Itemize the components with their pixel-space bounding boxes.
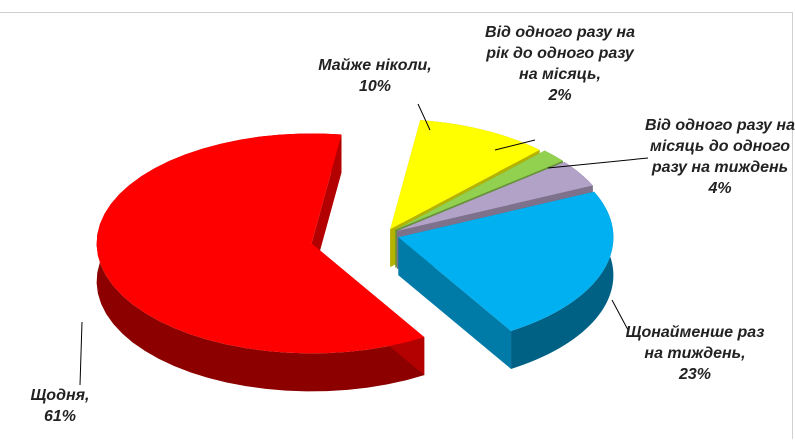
category-label: Щонайменше раз на тиждень,: [625, 324, 765, 362]
category-label: Від одного разу на місяць до одного разу…: [645, 117, 795, 176]
leader-line: [494, 139, 536, 151]
slice: [398, 191, 614, 331]
slice-side: [96, 133, 425, 392]
slice-wall: [398, 237, 512, 369]
pie: [96, 120, 614, 392]
leader-line: [79, 321, 83, 386]
value-label: 2%: [548, 87, 572, 104]
slice-label: Від одного разу на місяць до одного разу…: [645, 115, 795, 199]
value-label: 4%: [708, 180, 732, 197]
slice: [390, 120, 540, 230]
slice: [96, 133, 425, 354]
value-label: 23%: [678, 366, 712, 383]
category-label: Майже ніколи,: [318, 57, 432, 74]
frame: [0, 12, 793, 439]
category-label: Від одного разу на рік до одного разу на…: [485, 24, 635, 83]
value-label: 10%: [358, 78, 392, 95]
slice: [395, 150, 563, 230]
slice-label: Щонайменше раз на тиждень, 23%: [615, 322, 775, 385]
leader-lines: [79, 103, 649, 386]
leader-line: [417, 103, 431, 131]
category-label: Щодня,: [30, 387, 90, 404]
slice-label: Майже ніколи, 10%: [295, 55, 455, 97]
slice-side: [511, 191, 614, 369]
slice-label: Від одного разу на рік до одного разу на…: [475, 22, 645, 106]
leader-line: [611, 299, 629, 331]
leader-line: [547, 157, 649, 169]
slice-wall: [311, 134, 342, 282]
value-label: 61%: [43, 408, 77, 425]
slice: [396, 162, 593, 231]
slice-label: Щодня, 61%: [10, 385, 110, 427]
